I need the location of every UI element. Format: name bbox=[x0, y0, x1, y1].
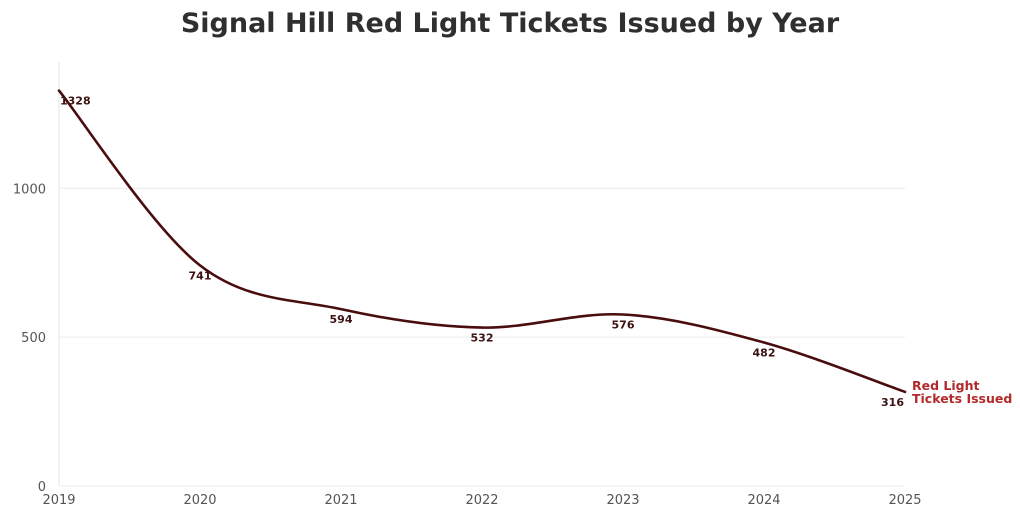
y-tick-label: 0 bbox=[38, 480, 46, 495]
data-label: 1328 bbox=[60, 95, 91, 108]
x-tick-label: 2019 bbox=[42, 493, 75, 508]
x-tick-label: 2021 bbox=[324, 493, 357, 508]
series-label: Red Light bbox=[912, 378, 979, 393]
x-tick-label: 2025 bbox=[888, 493, 921, 508]
data-label: 594 bbox=[330, 313, 353, 326]
data-label: 482 bbox=[753, 346, 776, 359]
x-tick-label: 2024 bbox=[747, 493, 780, 508]
data-label: 741 bbox=[189, 269, 212, 282]
x-tick-label: 2023 bbox=[606, 493, 639, 508]
chart-title: Signal Hill Red Light Tickets Issued by … bbox=[180, 8, 840, 39]
data-label: 316 bbox=[881, 396, 904, 409]
gridlines bbox=[59, 187, 905, 487]
y-tick-label: 1000 bbox=[13, 182, 46, 197]
y-tick-label: 500 bbox=[21, 331, 46, 346]
series-label: Tickets Issued bbox=[912, 391, 1012, 406]
x-tick-label: 2022 bbox=[465, 493, 498, 508]
x-tick-label: 2020 bbox=[183, 493, 216, 508]
series-group bbox=[57, 89, 907, 394]
data-label: 532 bbox=[471, 332, 494, 345]
axes: 0 500 1000 2019 2020 2021 2022 2023 2024 2025 bbox=[13, 62, 922, 508]
data-label: 576 bbox=[612, 318, 635, 331]
series-line bbox=[57, 89, 907, 394]
